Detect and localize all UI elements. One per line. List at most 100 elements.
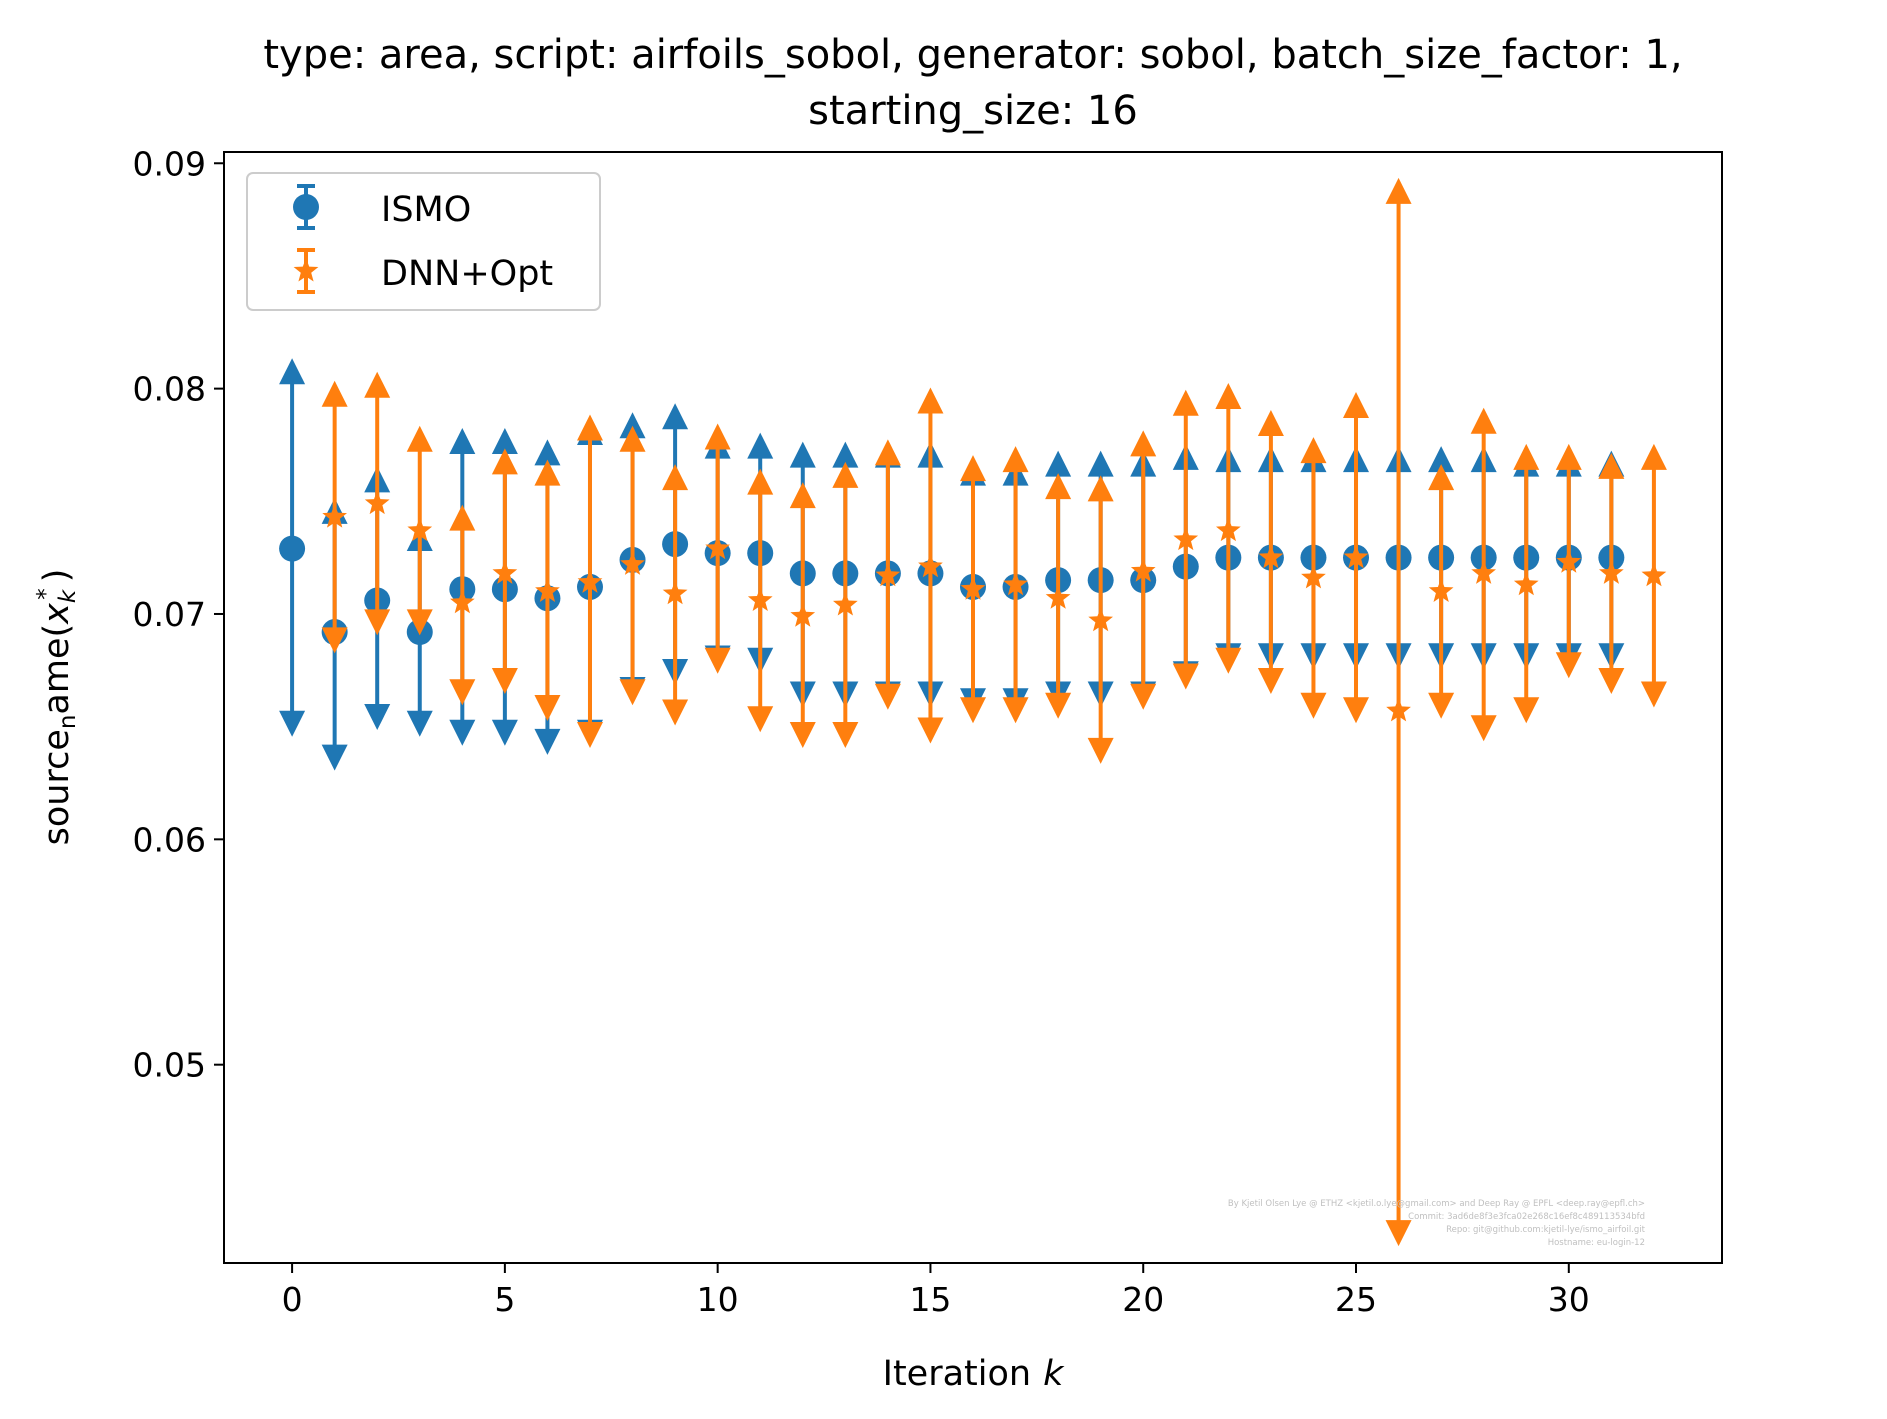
data-point (1130, 558, 1156, 582)
lower-limit-marker (1598, 667, 1625, 694)
data-point (833, 592, 858, 616)
upper-limit-marker (789, 482, 816, 509)
lower-limit-marker (279, 710, 306, 737)
upper-limit-marker (917, 387, 944, 414)
lower-limit-marker (321, 627, 348, 654)
data-point (407, 517, 433, 542)
upper-limit-marker (491, 448, 518, 475)
chart-title-line-1: type: area, script: airfoils_sobol, gene… (263, 32, 1682, 78)
legend-ismo-marker (293, 184, 319, 230)
lower-limit-marker (364, 609, 391, 636)
data-point (364, 490, 390, 515)
upper-limit-marker (1598, 452, 1625, 479)
x-tick-label: 25 (1335, 1280, 1377, 1319)
lower-limit-marker (960, 697, 986, 724)
lower-limit-marker (1045, 692, 1072, 719)
upper-limit-marker (1130, 430, 1157, 457)
lower-limit-marker (832, 722, 859, 749)
upper-limit-marker (1257, 410, 1284, 437)
x-tick-label: 30 (1548, 1280, 1590, 1319)
upper-limit-marker (747, 468, 774, 495)
data-point (1556, 549, 1582, 573)
upper-limit-marker (1087, 450, 1114, 477)
lower-limit-marker (491, 719, 518, 746)
upper-limit-marker (364, 371, 391, 398)
data-point (1428, 578, 1454, 602)
data-point (1173, 526, 1199, 551)
lower-limit-marker (364, 704, 391, 731)
legend-ismo-point (293, 194, 319, 220)
upper-limit-marker (662, 403, 689, 430)
data-point (279, 535, 306, 562)
x-axis-label-var: k (1043, 1354, 1065, 1394)
upper-limit-marker (662, 464, 689, 491)
data-point (1599, 560, 1624, 584)
data-point (1386, 697, 1411, 722)
y-axis: 0.05 0.06 0.07 0.08 0.09 (133, 144, 224, 1085)
upper-limit-marker (1470, 407, 1497, 434)
y-axis-label-text: source (37, 729, 77, 845)
y-axis-label-close: ) (37, 569, 77, 583)
upper-limit-marker (279, 358, 306, 385)
x-axis-label: Iteration k (883, 1354, 1065, 1394)
y-tick-label: 0.05 (133, 1046, 206, 1085)
lower-limit-marker (747, 706, 774, 733)
data-point (790, 603, 816, 627)
x-tick-label: 10 (697, 1280, 739, 1319)
y-tick-label: 0.06 (133, 820, 206, 859)
y-tick-label: 0.08 (133, 370, 206, 409)
upper-limit-marker (704, 423, 731, 450)
series-dnn-opt (321, 177, 1667, 1247)
lower-limit-marker (1172, 663, 1199, 690)
lower-limit-marker (491, 667, 518, 694)
upper-limit-marker (1045, 473, 1072, 500)
lower-limit-marker (1470, 715, 1497, 742)
upper-limit-marker (321, 380, 348, 407)
legend: ISMO DNN+Opt (246, 172, 601, 311)
lower-limit-marker (1087, 737, 1114, 764)
y-axis-label-xsup: * (33, 588, 59, 600)
data-point (662, 580, 688, 605)
upper-limit-marker (1045, 450, 1072, 477)
credit-line-1: By Kjetil Olsen Lye @ ETHZ <kjetil.o.lye… (1228, 1199, 1645, 1209)
data-point (322, 504, 347, 528)
legend-box (246, 172, 601, 311)
upper-limit-marker (1640, 443, 1667, 470)
data-point (1216, 517, 1241, 542)
upper-limit-marker (960, 455, 986, 482)
data-point (918, 553, 943, 578)
data-point (1088, 607, 1113, 632)
lower-limit-marker (1002, 697, 1029, 724)
data-point (1513, 571, 1539, 596)
plot-frame (223, 151, 1723, 1264)
upper-limit-marker (1513, 443, 1540, 470)
upper-limit-marker (1087, 475, 1114, 502)
upper-limit-marker (1215, 382, 1242, 409)
lower-limit-marker (1215, 647, 1242, 674)
y-axis-label-xsub: k (55, 588, 81, 603)
upper-limit-marker (1428, 464, 1455, 491)
lower-limit-marker (449, 719, 476, 746)
lower-limit-marker (1640, 681, 1667, 708)
legend-label-ismo: ISMO (381, 190, 471, 230)
data-point (705, 535, 730, 560)
plot-area (279, 177, 1667, 1247)
y-axis-label-x: x (37, 603, 77, 625)
upper-limit-marker (789, 441, 816, 468)
upper-limit-marker (874, 439, 901, 466)
data-point (1003, 571, 1028, 596)
upper-limit-marker (1385, 177, 1412, 204)
upper-limit-marker (1555, 443, 1582, 470)
data-point (1641, 562, 1667, 587)
lower-limit-marker (1513, 697, 1540, 724)
upper-limit-marker (832, 441, 859, 468)
upper-limit-marker (1343, 392, 1370, 419)
data-point (620, 551, 645, 575)
upper-limit-marker (449, 504, 476, 531)
upper-limit-marker (534, 459, 561, 486)
lower-limit-marker (1555, 652, 1582, 679)
upper-limit-marker (1172, 389, 1199, 416)
legend-label-dnn-opt: DNN+Opt (381, 254, 553, 294)
x-tick-label: 15 (909, 1280, 951, 1319)
